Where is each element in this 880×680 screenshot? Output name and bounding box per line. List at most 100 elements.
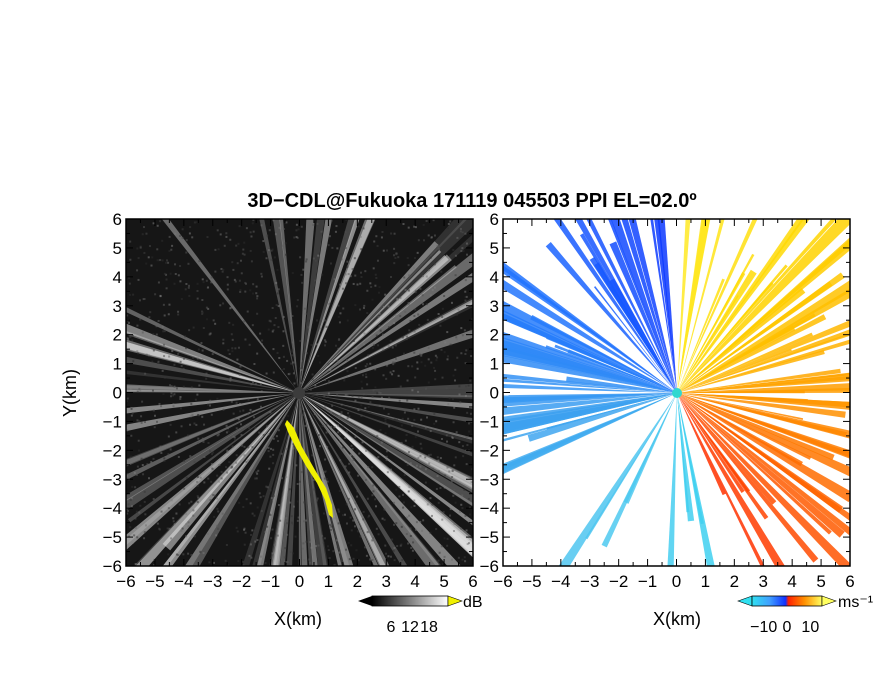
- noise-pixel: [152, 564, 155, 566]
- noise-pixel: [182, 367, 185, 370]
- noise-pixel: [342, 425, 345, 428]
- noise-pixel: [302, 414, 305, 417]
- noise-pixel: [355, 347, 358, 350]
- noise-pixel: [203, 455, 206, 458]
- noise-pixel: [348, 462, 351, 465]
- noise-pixel: [254, 477, 257, 480]
- noise-pixel: [201, 437, 204, 440]
- noise-pixel: [425, 219, 428, 222]
- noise-pixel: [407, 365, 410, 368]
- noise-pixel: [273, 544, 276, 547]
- noise-pixel: [429, 453, 432, 456]
- noise-pixel: [364, 478, 367, 481]
- noise-pixel: [235, 401, 238, 404]
- noise-pixel: [139, 504, 142, 507]
- noise-pixel: [420, 447, 423, 450]
- noise-pixel: [244, 281, 247, 284]
- noise-pixel: [417, 390, 420, 393]
- noise-pixel: [264, 562, 267, 565]
- noise-pixel: [339, 312, 342, 315]
- noise-pixel: [225, 514, 228, 517]
- noise-pixel: [468, 430, 471, 433]
- noise-pixel: [360, 414, 363, 417]
- noise-pixel: [297, 500, 300, 503]
- x-tick-label: 2: [353, 572, 362, 591]
- noise-pixel: [336, 247, 339, 250]
- noise-pixel: [169, 272, 172, 275]
- noise-pixel: [386, 249, 389, 252]
- noise-pixel: [329, 528, 332, 531]
- noise-pixel: [296, 483, 299, 486]
- noise-pixel: [328, 235, 331, 238]
- noise-pixel: [173, 282, 176, 285]
- noise-pixel: [226, 564, 229, 566]
- noise-pixel: [170, 499, 173, 502]
- noise-pixel: [144, 372, 147, 375]
- noise-pixel: [420, 418, 423, 421]
- reflectivity-beam: [273, 393, 299, 566]
- velocity-beam: [527, 393, 677, 442]
- noise-pixel: [459, 230, 462, 233]
- noise-pixel: [259, 496, 262, 499]
- noise-pixel: [398, 399, 401, 402]
- reflectivity-beam: [299, 393, 441, 566]
- noise-pixel: [226, 451, 229, 454]
- noise-pixel: [378, 286, 381, 289]
- noise-pixel: [348, 415, 351, 418]
- noise-pixel: [260, 555, 263, 558]
- noise-pixel: [136, 247, 139, 250]
- velocity-beam: [677, 332, 813, 393]
- noise-pixel: [300, 359, 303, 362]
- noise-pixel: [346, 393, 349, 396]
- noise-pixel: [188, 284, 191, 287]
- noise-pixel: [348, 558, 351, 561]
- noise-pixel: [225, 431, 228, 434]
- noise-pixel: [285, 476, 288, 479]
- noise-pixel: [388, 499, 391, 502]
- noise-pixel: [434, 378, 437, 381]
- noise-pixel: [262, 495, 265, 498]
- noise-pixel: [411, 424, 414, 427]
- noise-pixel: [412, 541, 415, 544]
- noise-pixel: [234, 438, 237, 441]
- noise-pixel: [358, 452, 361, 455]
- noise-pixel: [209, 332, 212, 335]
- noise-pixel: [139, 389, 142, 392]
- noise-pixel: [153, 558, 156, 561]
- reflectivity-beam: [299, 393, 473, 507]
- noise-pixel: [387, 555, 390, 558]
- reflectivity-beam: [299, 219, 360, 393]
- noise-pixel: [368, 514, 371, 517]
- noise-pixel: [174, 263, 177, 266]
- x-tick-label: 4: [410, 572, 419, 591]
- noise-pixel: [407, 490, 410, 493]
- noise-pixel: [139, 299, 142, 302]
- noise-pixel: [143, 500, 146, 503]
- noise-pixel: [302, 542, 305, 545]
- noise-pixel: [451, 469, 454, 472]
- noise-pixel: [374, 505, 377, 508]
- noise-pixel: [240, 272, 243, 275]
- noise-pixel: [300, 273, 303, 276]
- noise-pixel: [431, 289, 434, 292]
- noise-pixel: [271, 307, 274, 310]
- noise-pixel: [201, 415, 204, 418]
- noise-pixel: [417, 456, 420, 459]
- noise-pixel: [424, 468, 427, 471]
- noise-pixel: [337, 347, 340, 350]
- noise-pixel: [468, 506, 471, 509]
- noise-pixel: [216, 397, 219, 400]
- radar-site-right: [672, 388, 682, 398]
- noise-pixel: [157, 319, 160, 322]
- noise-pixel: [430, 361, 433, 364]
- noise-pixel: [256, 398, 259, 401]
- noise-pixel: [337, 304, 340, 307]
- noise-pixel: [330, 525, 333, 528]
- noise-pixel: [371, 346, 374, 349]
- reflectivity-beam: [299, 393, 473, 485]
- noise-pixel: [244, 290, 247, 293]
- noise-pixel: [452, 494, 455, 497]
- reflectivity-beam: [184, 393, 299, 566]
- noise-pixel: [201, 312, 204, 315]
- noise-pixel: [131, 334, 134, 337]
